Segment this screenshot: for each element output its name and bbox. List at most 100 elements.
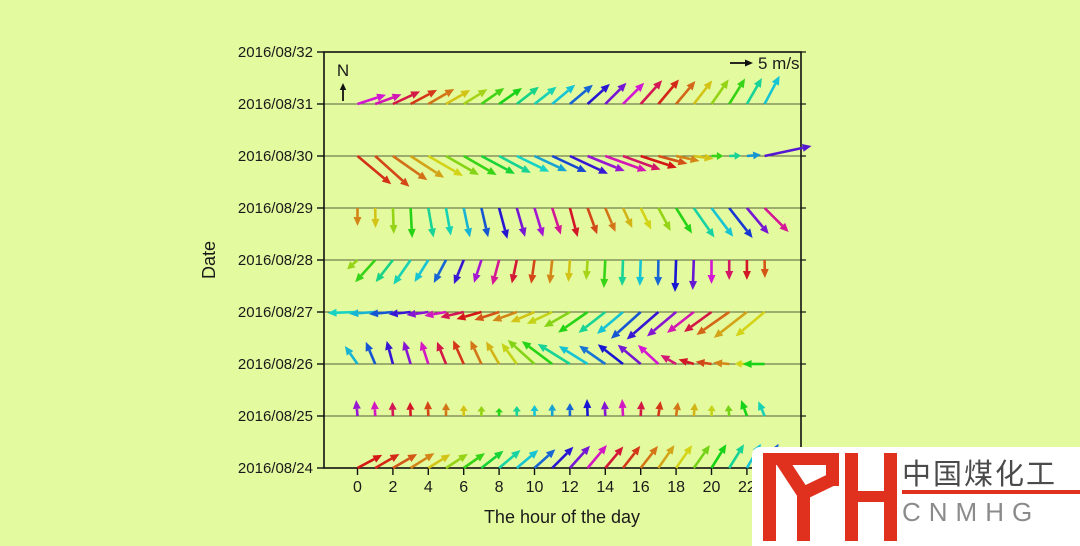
north-arrow-icon: [339, 83, 347, 101]
wind-arrow: [604, 446, 624, 469]
wind-arrow: [344, 345, 359, 365]
wind-arrow: [490, 259, 501, 286]
wind-arrow: [392, 454, 418, 470]
wind-arrow: [636, 259, 645, 286]
wind-arrow: [409, 89, 438, 106]
wind-arrow: [678, 358, 695, 366]
wind-arrow: [586, 207, 598, 235]
wind-arrow: [440, 310, 464, 320]
wind-arrow: [374, 155, 410, 187]
hour-tick-label: 8: [495, 479, 504, 496]
wind-arrow: [393, 259, 412, 285]
wind-arrow: [763, 75, 780, 105]
wind-arrow: [657, 79, 679, 105]
wind-arrow: [444, 207, 454, 236]
wind-arrow: [622, 82, 645, 105]
wind-arrow: [568, 207, 580, 237]
wind-arrow: [462, 207, 472, 238]
wind-arrow: [357, 93, 387, 106]
wind-arrow: [453, 259, 465, 285]
wind-arrow: [419, 341, 430, 365]
wind-arrow: [533, 86, 557, 106]
wind-arrow: [639, 80, 663, 105]
plot-frame: [323, 51, 802, 469]
wind-arrow: [347, 259, 359, 270]
wind-arrow: [696, 310, 730, 335]
wind-arrow: [442, 403, 450, 416]
date-label: 2016/08/24: [238, 460, 313, 477]
wind-arrow: [639, 445, 658, 469]
wind-arrow: [671, 259, 680, 292]
wind-arrow: [477, 406, 486, 416]
wind-arrow: [674, 207, 692, 234]
wind-arrow: [742, 260, 751, 280]
watermark-en-text: CNMHG: [902, 497, 1041, 527]
wind-arrow: [646, 311, 677, 337]
wind-arrow: [713, 310, 748, 338]
wind-arrow: [533, 154, 568, 172]
wind-arrow: [392, 91, 421, 106]
wind-arrow: [568, 445, 590, 469]
wind-arrow: [710, 79, 729, 105]
wind-arrow: [675, 81, 696, 105]
wind-arrow: [462, 453, 485, 470]
wind-arrow: [578, 310, 607, 333]
date-label: 2016/08/31: [238, 96, 313, 113]
wind-arrow: [480, 154, 515, 174]
wind-arrow: [579, 345, 607, 366]
wind-arrow: [510, 310, 536, 323]
wind-arrow: [692, 80, 713, 105]
wind-arrow: [626, 311, 660, 340]
wind-arrow: [746, 151, 761, 160]
wind-arrow: [745, 78, 762, 105]
wind-arrow: [548, 404, 557, 416]
wind-arrow: [742, 360, 765, 368]
date-label: 2016/08/29: [238, 200, 313, 217]
wind-arrow: [427, 89, 455, 106]
wind-arrow: [618, 399, 627, 417]
wind-arrow: [639, 207, 652, 230]
wind-arrow: [515, 450, 539, 469]
wind-arrow: [445, 154, 479, 175]
wind-arrow: [388, 402, 397, 417]
wind-arrow: [600, 401, 609, 417]
wind-arrow: [509, 259, 519, 284]
hour-tick-label: 12: [561, 479, 579, 496]
wind-arrow: [414, 259, 430, 283]
wind-arrow: [374, 454, 400, 470]
wind-arrow: [349, 309, 376, 318]
wind-arrow: [409, 453, 435, 470]
wind-arrow: [740, 400, 749, 417]
wind-arrow: [675, 445, 693, 469]
wind-arrow: [424, 401, 433, 417]
legend-arrow-icon: [730, 59, 753, 67]
wind-arrow: [472, 259, 483, 283]
wind-arrow: [546, 259, 555, 284]
wind-arrow: [392, 154, 428, 181]
wind-arrow: [690, 403, 699, 417]
wind-arrow: [657, 207, 671, 231]
wind-arrow: [667, 310, 695, 333]
wind-arrow: [355, 259, 377, 283]
wind-arrow: [711, 152, 724, 160]
date-label: 2016/08/32: [238, 44, 313, 61]
wind-arrow: [764, 143, 812, 158]
wind-arrow: [637, 344, 660, 365]
wind-arrow: [597, 344, 624, 366]
wind-arrow: [569, 154, 608, 174]
wind-arrow: [498, 87, 523, 106]
wind-arrow: [463, 154, 497, 175]
hour-tick-label: 14: [596, 479, 614, 496]
wind-arrow: [654, 259, 663, 286]
hour-tick-label: 4: [424, 479, 433, 496]
wind-arrow: [433, 259, 448, 283]
hour-tick-label: 0: [353, 479, 362, 496]
wind-arrow: [528, 259, 537, 284]
wind-arrow: [352, 400, 361, 417]
y-axis-title: Date: [199, 241, 219, 279]
wind-arrow: [375, 259, 394, 283]
wind-arrow: [728, 444, 745, 469]
wind-arrow: [618, 259, 627, 286]
wind-arrow: [470, 340, 483, 365]
wind-arrow: [735, 311, 766, 337]
